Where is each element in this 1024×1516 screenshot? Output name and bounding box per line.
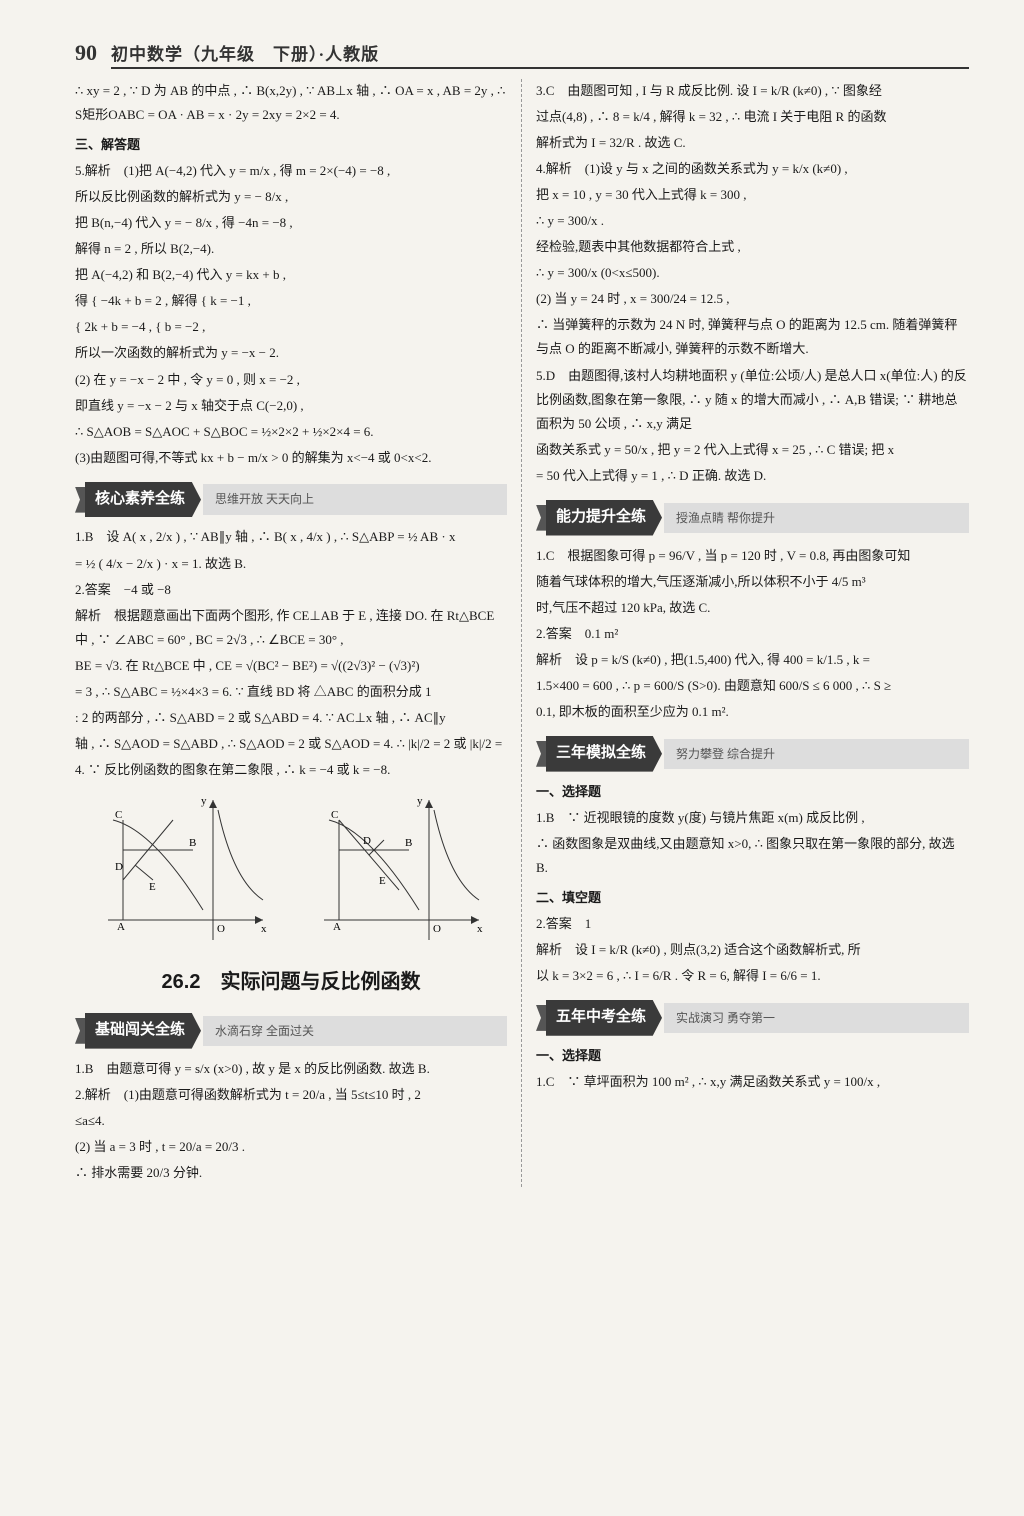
text-line: ∴ S△AOB = S△AOC + S△BOC = ½×2×2 + ½×2×4 … [75,420,507,444]
section-flag: 能力提升全练 [546,500,662,536]
section-flag: 基础闯关全练 [85,1013,201,1049]
section-flag: 核心素养全练 [85,482,201,518]
svg-text:C: C [331,809,338,821]
text-line: ∴ xy = 2 , ∵ D 为 AB 的中点 , ∴ B(x,2y) , ∵ … [75,79,507,127]
svg-text:D: D [115,861,123,873]
text-line: 过点(4,8) , ∴ 8 = k/4 , 解得 k = 32 , ∴ 电流 I… [536,105,969,129]
text-line: { 2k + b = −4 , { b = −2 , [75,315,507,339]
section-sub: 授渔点睛 帮你提升 [664,503,969,533]
text-line: 5.D 由题图得,该村人均耕地面积 y (单位:公顷/人) 是总人口 x(单位:… [536,364,969,436]
text-line: ∴ y = 300/x . [536,209,969,233]
section-five-year: 五年中考全练 实战演习 勇夺第一 [536,1000,969,1036]
text-line: ≤a≤4. [75,1109,507,1133]
text-line: 2.答案 0.1 m² [536,622,969,646]
text-line: 4.解析 (1)设 y 与 x 之间的函数关系式为 y = k/x (k≠0) … [536,157,969,181]
svg-text:C: C [115,809,122,821]
right-column: 3.C 由题图可知 , I 与 R 成反比例. 设 I = k/R (k≠0) … [522,79,969,1187]
svg-text:y: y [417,795,423,807]
section-ability: 能力提升全练 授渔点睛 帮你提升 [536,500,969,536]
section-sub: 水滴石穿 全面过关 [203,1016,507,1046]
text-line: 解析式为 I = 32/R . 故选 C. [536,131,969,155]
text-line: 把 B(n,−4) 代入 y = − 8/x , 得 −4n = −8 , [75,211,507,235]
text-line: = 50 代入上式得 y = 1 , ∴ D 正确. 故选 D. [536,464,969,488]
text-line: 函数关系式 y = 50/x , 把 y = 2 代入上式得 x = 25 , … [536,438,969,462]
text-line: 轴 , ∴ S△AOD = S△ABD , ∴ S△AOD = 2 或 S△AO… [75,732,507,756]
text-line: 1.C 根据图象可得 p = 96/V , 当 p = 120 时 , V = … [536,544,969,568]
text-line: ∴ 当弹簧秤的示数为 24 N 时, 弹簧秤与点 O 的距离为 12.5 cm.… [536,313,969,361]
graph-right: x y O A B C D E [309,790,489,950]
text-line: ∴ 排水需要 20/3 分钟. [75,1161,507,1185]
svg-text:B: B [405,837,412,849]
text-line: 5.解析 (1)把 A(−4,2) 代入 y = m/x , 得 m = 2×(… [75,159,507,183]
text-line: : 2 的两部分 , ∴ S△ABD = 2 或 S△ABD = 4. ∵ AC… [75,706,507,730]
heading-choice: 一、选择题 [536,1044,969,1068]
book-title: 初中数学（九年级 下册）·人教版 [111,40,969,69]
section-base: 基础闯关全练 水滴石穿 全面过关 [75,1013,507,1049]
text-line: 1.B 设 A( x , 2/x ) , ∵ AB∥y 轴 , ∴ B( x ,… [75,525,507,549]
svg-text:x: x [477,923,483,935]
section-flag: 五年中考全练 [546,1000,662,1036]
svg-text:y: y [201,795,207,807]
graph-left: x y O A B C D E [93,790,273,950]
svg-text:x: x [261,923,267,935]
heading-3-answers: 三、解答题 [75,133,507,157]
text-line: 1.C ∵ 草坪面积为 100 m² , ∴ x,y 满足函数关系式 y = 1… [536,1070,969,1094]
svg-text:A: A [117,921,125,933]
text-line: 4. ∵ 反比例函数的图象在第二象限 , ∴ k = −4 或 k = −8. [75,758,507,782]
text-line: 解析 设 I = k/R (k≠0) , 则点(3,2) 适合这个函数解析式, … [536,938,969,962]
section-core: 核心素养全练 思维开放 天天向上 [75,482,507,518]
text-line: = ½ ( 4/x − 2/x ) · x = 1. 故选 B. [75,552,507,576]
text-line: 解析 设 p = k/S (k≠0) , 把(1.5,400) 代入, 得 40… [536,648,969,672]
svg-text:D: D [363,835,371,847]
left-column: ∴ xy = 2 , ∵ D 为 AB 的中点 , ∴ B(x,2y) , ∵ … [75,79,522,1187]
text-line: 时,气压不超过 120 kPa, 故选 C. [536,596,969,620]
text-line: 所以一次函数的解析式为 y = −x − 2. [75,341,507,365]
text-line: 0.1, 即木板的面积至少应为 0.1 m². [536,700,969,724]
text-line: 2.答案 −4 或 −8 [75,578,507,602]
svg-text:O: O [433,923,441,935]
two-columns: ∴ xy = 2 , ∵ D 为 AB 的中点 , ∴ B(x,2y) , ∵ … [75,79,969,1187]
text-line: (2) 在 y = −x − 2 中 , 令 y = 0 , 则 x = −2 … [75,368,507,392]
section-sub: 思维开放 天天向上 [203,484,507,514]
text-line: (2) 当 a = 3 时 , t = 20/a = 20/3 . [75,1135,507,1159]
page-number: 90 [75,40,97,66]
text-line: 1.5×400 = 600 , ∴ p = 600/S (S>0). 由题意知 … [536,674,969,698]
section-flag: 三年模拟全练 [546,736,662,772]
heading-choice: 一、选择题 [536,780,969,804]
text-line: 1.B 由题意可得 y = s/x (x>0) , 故 y 是 x 的反比例函数… [75,1057,507,1081]
svg-text:B: B [189,837,196,849]
graph-pair: x y O A B C D E [75,790,507,950]
text-line: 把 x = 10 , y = 30 代入上式得 k = 300 , [536,183,969,207]
text-line: 所以反比例函数的解析式为 y = − 8/x , [75,185,507,209]
text-line: BE = √3. 在 Rt△BCE 中 , CE = √(BC² − BE²) … [75,654,507,678]
section-three-year: 三年模拟全练 努力攀登 综合提升 [536,736,969,772]
heading-fill: 二、填空题 [536,886,969,910]
text-line: (2) 当 y = 24 时 , x = 300/24 = 12.5 , [536,287,969,311]
text-line: 2.答案 1 [536,912,969,936]
section-sub: 努力攀登 综合提升 [664,739,969,769]
svg-text:A: A [333,921,341,933]
page-header: 90 初中数学（九年级 下册）·人教版 [75,40,969,69]
text-line: 把 A(−4,2) 和 B(2,−4) 代入 y = kx + b , [75,263,507,287]
page: 90 初中数学（九年级 下册）·人教版 ∴ xy = 2 , ∵ D 为 AB … [0,0,1024,1237]
text-line: = 3 , ∴ S△ABC = ½×4×3 = 6. ∵ 直线 BD 将 △AB… [75,680,507,704]
svg-text:E: E [149,881,156,893]
section-sub: 实战演习 勇夺第一 [664,1003,969,1033]
svg-text:O: O [217,923,225,935]
text-line: 随着气球体积的增大,气压逐渐减小,所以体积不小于 4/5 m³ [536,570,969,594]
text-line: 2.解析 (1)由题意可得函数解析式为 t = 20/a , 当 5≤t≤10 … [75,1083,507,1107]
text-line: 3.C 由题图可知 , I 与 R 成反比例. 设 I = k/R (k≠0) … [536,79,969,103]
svg-text:E: E [379,875,386,887]
text-line: 解析 根据题意画出下面两个图形, 作 CE⊥AB 于 E , 连接 DO. 在 … [75,604,507,652]
text-line: ∴ y = 300/x (0<x≤500). [536,261,969,285]
text-line: 得 { −4k + b = 2 , 解得 { k = −1 , [75,289,507,313]
text-line: 解得 n = 2 , 所以 B(2,−4). [75,237,507,261]
section-26-2: 26.2 实际问题与反比例函数 [75,964,507,1001]
text-line: 即直线 y = −x − 2 与 x 轴交于点 C(−2,0) , [75,394,507,418]
text-line: 以 k = 3×2 = 6 , ∴ I = 6/R . 令 R = 6, 解得 … [536,964,969,988]
text-line: (3)由题图可得,不等式 kx + b − m/x > 0 的解集为 x<−4 … [75,446,507,470]
text-line: 经检验,题表中其他数据都符合上式 , [536,235,969,259]
text-line: 1.B ∵ 近视眼镜的度数 y(度) 与镜片焦距 x(m) 成反比例 , [536,806,969,830]
text-line: ∴ 函数图象是双曲线,又由题意知 x>0, ∴ 图象只取在第一象限的部分, 故选… [536,832,969,880]
